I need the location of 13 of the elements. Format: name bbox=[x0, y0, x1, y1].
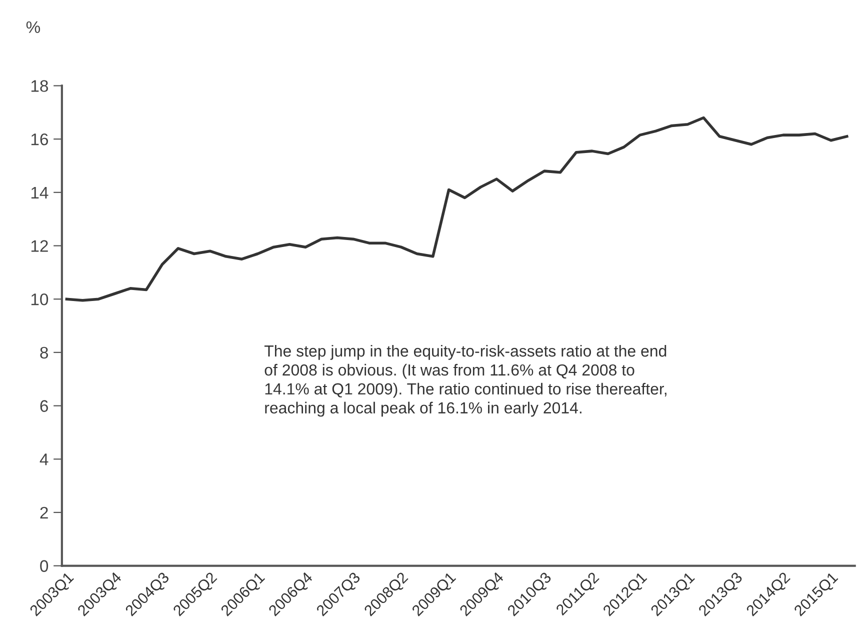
y-tick-label: 0 bbox=[40, 560, 48, 572]
line-series bbox=[65, 116, 848, 302]
y-tick-label: 18 bbox=[31, 80, 48, 92]
y-tick-label: 6 bbox=[40, 400, 48, 412]
y-tick-label: 14 bbox=[31, 186, 48, 198]
y-tick-label: 12 bbox=[31, 240, 48, 252]
annotation: The step jump in the equity-to-risk-assets ratio at the end of 2008 is obvious. (It was from 11.6% at Q4 2008 to 14.1% at Q1 2009). The ratio continued to rise thereafter, reaching a local peak of 16.1% in early 2014. bbox=[264, 344, 666, 417]
y-tick-label: 10 bbox=[31, 293, 48, 306]
y-tick-label: 2 bbox=[40, 506, 48, 518]
y-tick-label: 4 bbox=[40, 454, 48, 466]
y-tick-label: 16 bbox=[31, 133, 48, 146]
y-axis-title: % bbox=[26, 21, 40, 33]
y-tick-label: 8 bbox=[40, 346, 48, 359]
